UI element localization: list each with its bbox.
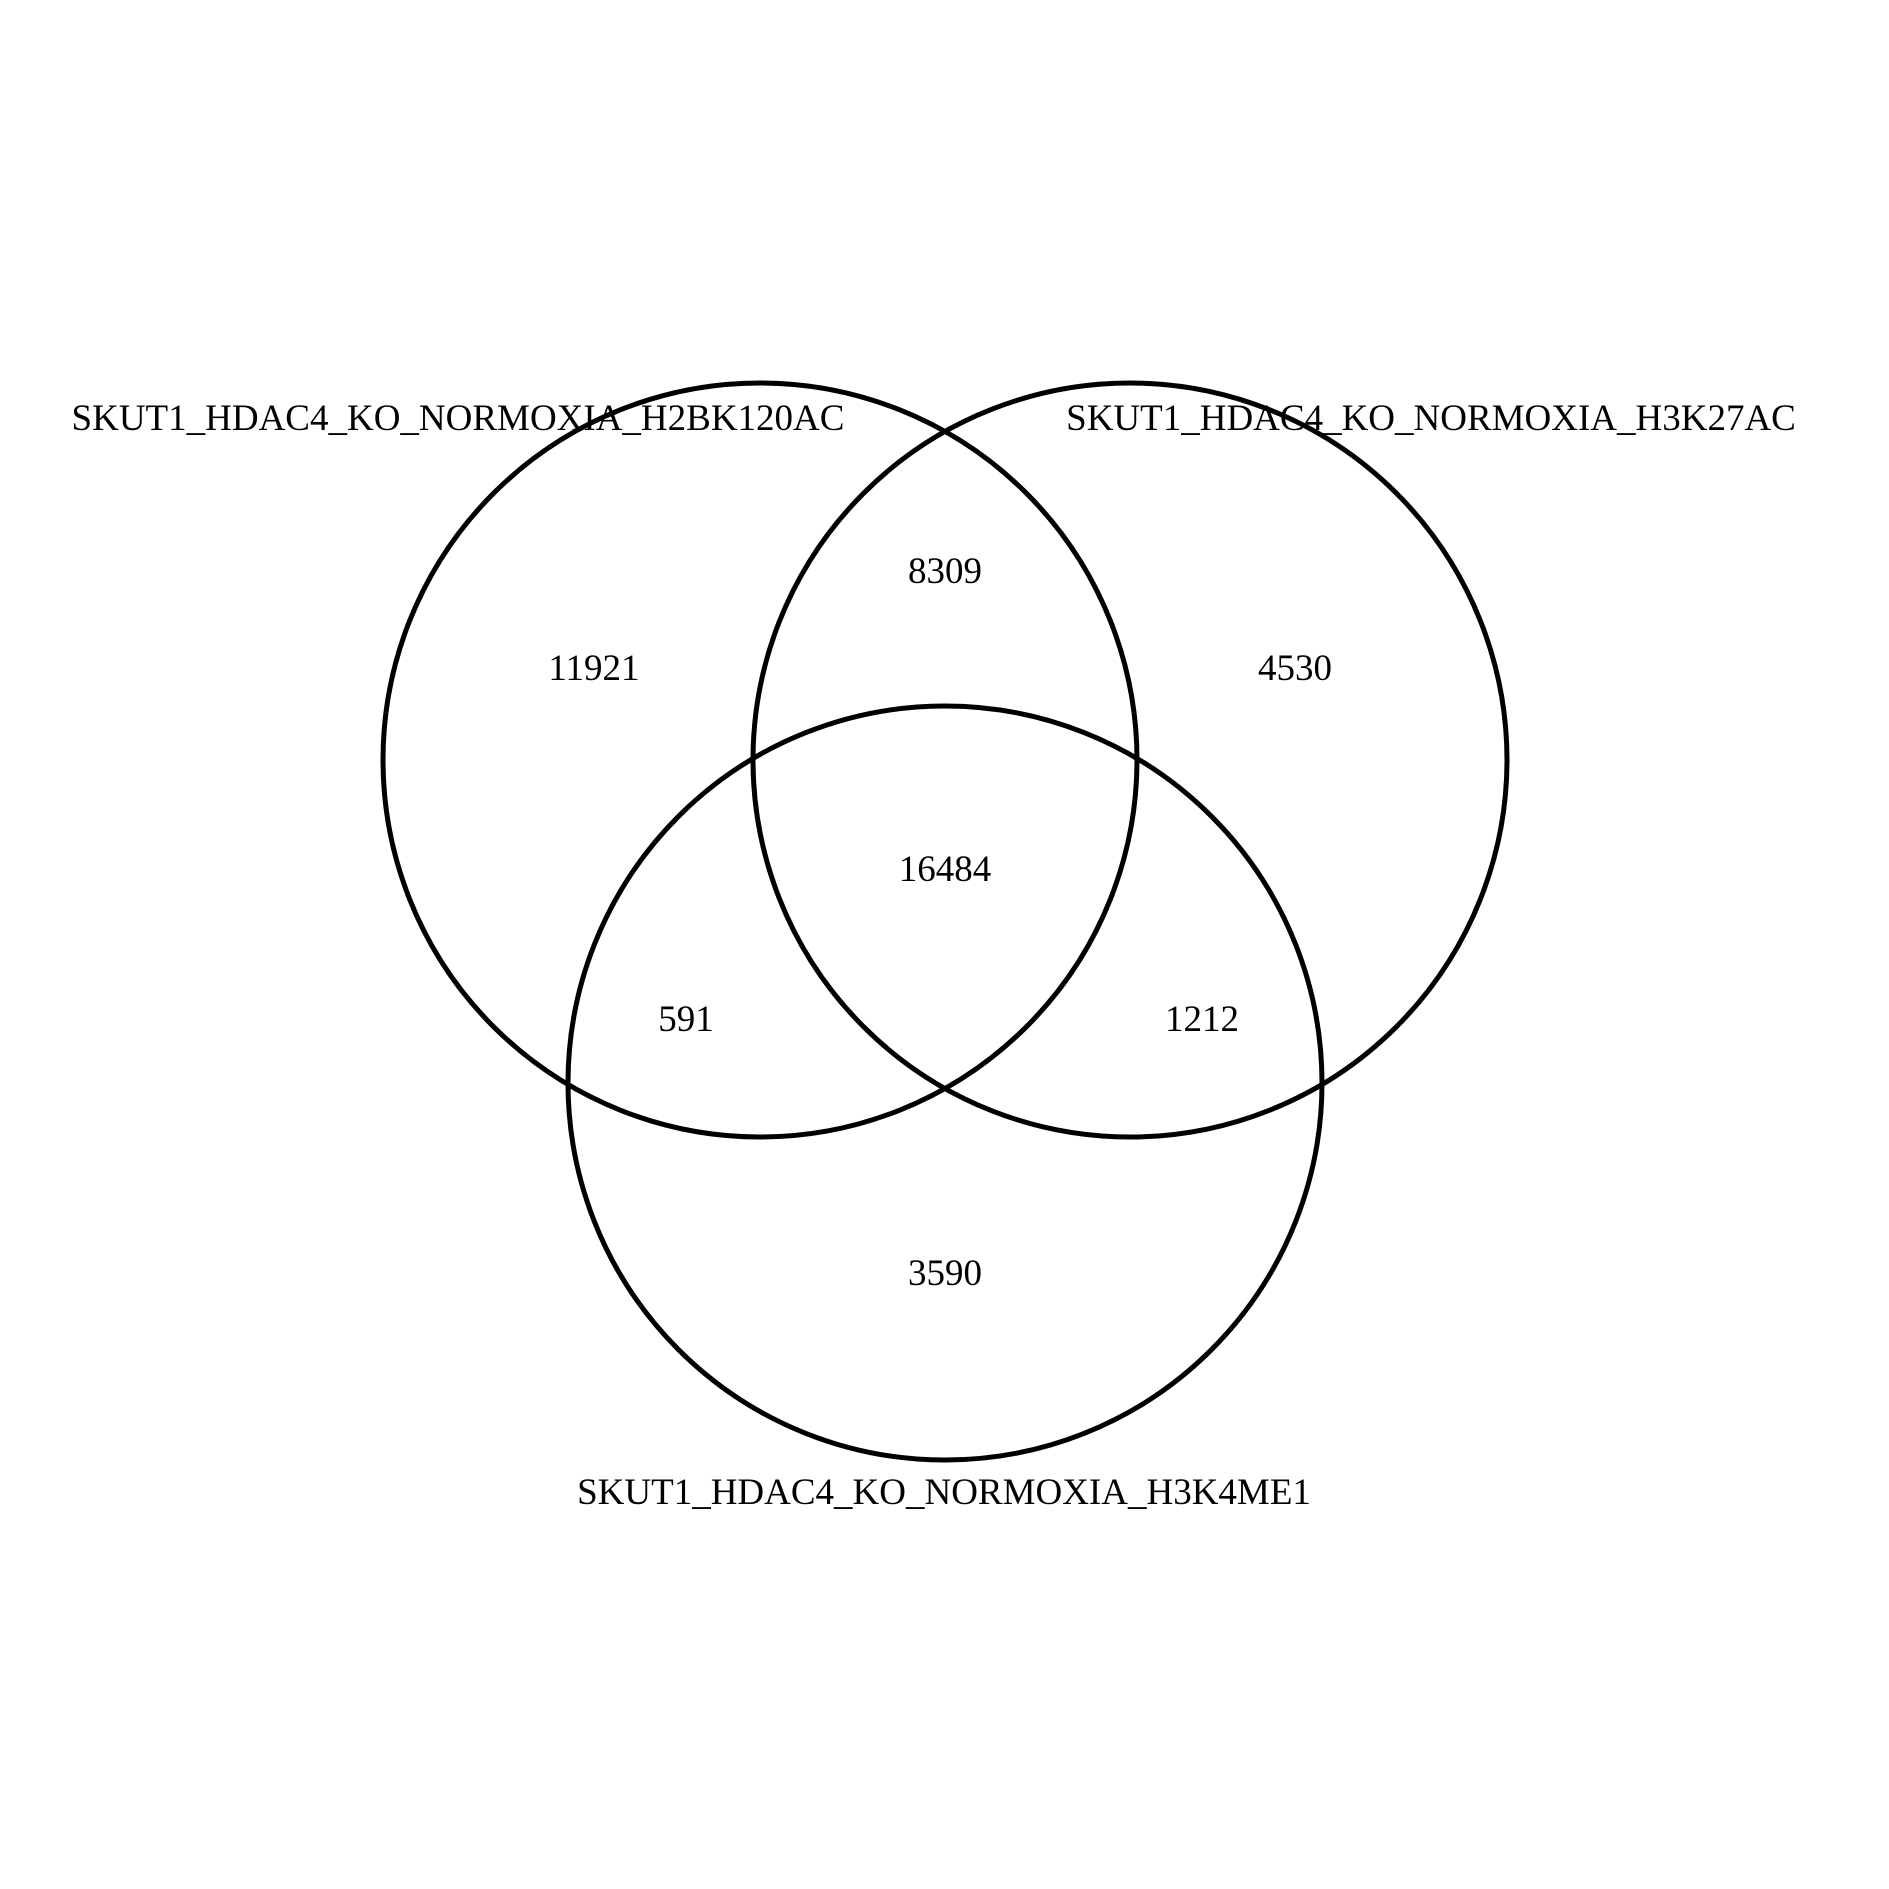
- set-circle-h2bk120ac: [380, 380, 1140, 1140]
- count-all-three: 16484: [899, 849, 992, 890]
- set-circle-h3k4me1: [565, 703, 1325, 1463]
- set-label-h3k27ac: SKUT1_HDAC4_KO_NORMOXIA_H3K27AC: [1066, 398, 1796, 439]
- count-h2bk120ac-only: 11921: [548, 648, 639, 689]
- count-h2bk120ac-h3k4me1: 591: [658, 999, 714, 1040]
- count-h2bk120ac-h3k27ac: 8309: [908, 551, 982, 592]
- count-h3k4me1-only: 3590: [908, 1253, 982, 1294]
- set-circle-h3k27ac: [750, 380, 1510, 1140]
- set-label-h2bk120ac: SKUT1_HDAC4_KO_NORMOXIA_H2BK120AC: [72, 398, 845, 439]
- count-h3k27ac-h3k4me1: 1212: [1165, 999, 1239, 1040]
- count-h3k27ac-only: 4530: [1258, 648, 1332, 689]
- set-label-h3k4me1: SKUT1_HDAC4_KO_NORMOXIA_H3K4ME1: [577, 1472, 1311, 1513]
